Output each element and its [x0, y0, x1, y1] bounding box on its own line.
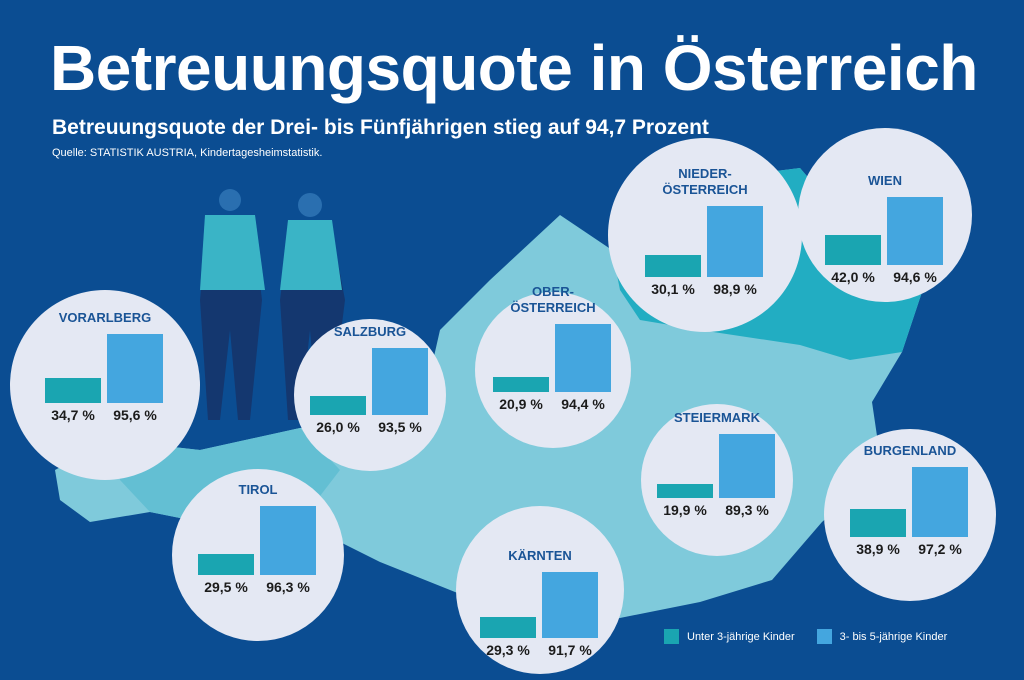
bar-group: 29,5 % 96,3 % [198, 455, 318, 595]
bar-group: 38,9 % 97,2 % [850, 417, 970, 557]
region-name-line: ÖSTERREICH [510, 300, 596, 316]
legend-label-3to5: 3- bis 5-jährige Kinder [839, 630, 948, 643]
region-name-line: WIEN [868, 172, 902, 188]
region-name: SALZBURG [294, 324, 446, 340]
region-name-line: STEIERMARK [674, 409, 760, 425]
region-name-line: BURGENLAND [863, 443, 957, 459]
bar-age3to5 [107, 334, 163, 403]
bar-age3to5 [260, 505, 316, 575]
bar-group: 42,0 % 94,6 % [825, 145, 945, 285]
region-circle: KÄRNTEN 29,3 % 91,7 % [456, 506, 624, 674]
value-label-age3to5: 93,5 % [378, 419, 422, 435]
region-circle: VORARLBERG 34,7 % 95,6 % [10, 290, 200, 480]
value-label-under3: 34,7 % [51, 407, 95, 423]
bar-under3 [310, 396, 366, 415]
bar-age3to5 [542, 571, 598, 638]
bar-under3 [657, 483, 713, 498]
bar-group: 34,7 % 95,6 % [45, 283, 165, 423]
value-label-under3: 29,3 % [486, 642, 530, 658]
bar-under3 [198, 553, 254, 575]
bar-age3to5 [707, 205, 763, 277]
region-circle: STEIERMARK 19,9 % 89,3 % [641, 404, 793, 556]
value-label-age3to5: 95,6 % [113, 407, 157, 423]
bar-under3 [45, 378, 101, 403]
region-name: BURGENLAND [824, 443, 996, 459]
region-name: WIEN [798, 173, 972, 189]
bar-age3to5 [555, 324, 611, 392]
bar-group: 30,1 % 98,9 % [645, 157, 765, 297]
region-name: STEIERMARK [641, 410, 793, 426]
value-label-under3: 19,9 % [663, 502, 707, 518]
value-label-age3to5: 94,4 % [561, 396, 605, 412]
legend-swatch-under3 [664, 629, 679, 644]
region-circle: WIEN 42,0 % 94,6 % [798, 128, 972, 302]
bar-under3 [645, 255, 701, 277]
bar-under3 [480, 616, 536, 638]
bar-age3to5 [372, 347, 428, 415]
legend: Unter 3-jährige Kinder 3- bis 5-jährige … [664, 629, 947, 644]
legend-label-under3: Unter 3-jährige Kinder [687, 630, 795, 643]
value-label-age3to5: 98,9 % [713, 281, 757, 297]
page-title: Betreuungsquote in Österreich [50, 32, 978, 104]
region-name-line: SALZBURG [333, 323, 407, 339]
bar-group: 19,9 % 89,3 % [657, 378, 777, 518]
value-label-under3: 29,5 % [204, 579, 248, 595]
value-label-under3: 20,9 % [499, 396, 543, 412]
bar-under3 [493, 376, 549, 392]
region-name-line: NIEDER- [678, 165, 732, 181]
value-label-age3to5: 96,3 % [266, 579, 310, 595]
region-name-line: ÖSTERREICH [662, 181, 748, 197]
bar-age3to5 [887, 196, 943, 265]
bar-age3to5 [719, 433, 775, 498]
value-label-age3to5: 94,6 % [893, 269, 937, 285]
value-label-age3to5: 97,2 % [918, 541, 962, 557]
bar-under3 [850, 509, 906, 537]
region-name: KÄRNTEN [456, 548, 624, 564]
region-name-line: KÄRNTEN [508, 547, 572, 563]
region-name: NIEDER- ÖSTERREICH [608, 166, 802, 198]
value-label-under3: 38,9 % [856, 541, 900, 557]
region-name-line: OBER- [532, 284, 574, 300]
value-label-under3: 42,0 % [831, 269, 875, 285]
region-name-line: VORARLBERG [58, 310, 152, 326]
region-name: TIROL [172, 482, 344, 498]
bar-group: 29,3 % 91,7 % [480, 518, 600, 658]
region-circle: SALZBURG 26,0 % 93,5 % [294, 319, 446, 471]
value-label-under3: 26,0 % [316, 419, 360, 435]
region-name: VORARLBERG [10, 310, 200, 326]
bar-under3 [825, 234, 881, 265]
value-label-age3to5: 91,7 % [548, 642, 592, 658]
region-name-line: TIROL [238, 481, 278, 497]
region-circle: TIROL 29,5 % 96,3 % [172, 469, 344, 641]
bar-age3to5 [912, 467, 968, 537]
bar-group: 20,9 % 94,4 % [493, 272, 613, 412]
legend-swatch-3to5 [816, 629, 832, 644]
source-note: Quelle: STATISTIK AUSTRIA, Kindertageshe… [52, 147, 323, 159]
subtitle: Betreuungsquote der Drei- bis Fünfjährig… [52, 116, 709, 139]
region-circle: OBER- ÖSTERREICH 20,9 % 94,4 % [475, 284, 631, 448]
value-label-under3: 30,1 % [651, 281, 695, 297]
region-circle: BURGENLAND 38,9 % 97,2 % [824, 429, 996, 601]
region-name: OBER- ÖSTERREICH [475, 284, 631, 316]
value-label-age3to5: 89,3 % [725, 502, 769, 518]
region-circle: NIEDER- ÖSTERREICH 30,1 % 98,9 % [608, 138, 802, 332]
bar-group: 26,0 % 93,5 % [310, 295, 430, 435]
